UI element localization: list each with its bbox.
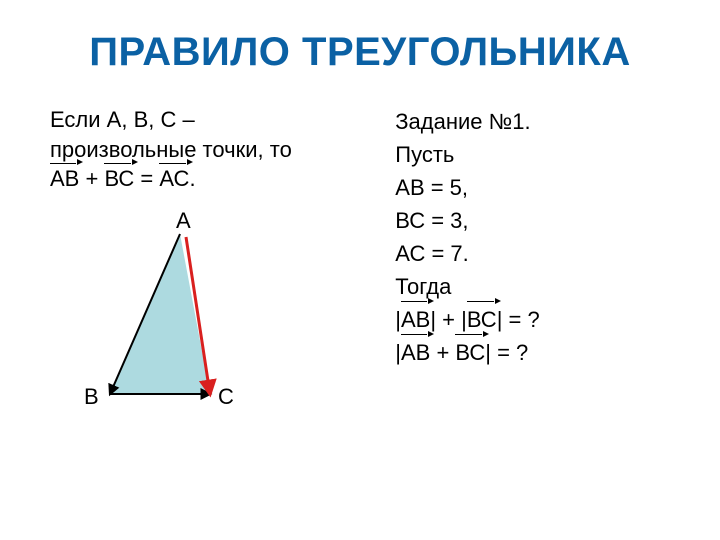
task-line-1: Задание №1.: [395, 105, 670, 138]
left-column: Если А, В, С – произвольные точки, то АВ…: [50, 105, 355, 444]
triangle-fill: [110, 234, 210, 394]
task-line-2: Пусть: [395, 138, 670, 171]
vertex-label-a: А: [176, 206, 191, 236]
abs-end-2: | = ?: [485, 340, 528, 365]
statement-text: Если А, В, С – произвольные точки, то АВ…: [50, 105, 355, 194]
statement-line2: произвольные точки, то: [50, 137, 292, 162]
task-line-6: Тогда: [395, 270, 670, 303]
plus-2: +: [430, 340, 455, 365]
slide-root: ПРАВИЛО ТРЕУГОЛЬНИКА Если А, В, С – прои…: [0, 0, 720, 540]
vertex-label-b: В: [84, 382, 99, 412]
task-line-7: |АВ| + |ВС| = ?: [395, 303, 670, 336]
abs-mid: | + |: [430, 307, 467, 332]
abs-end: | = ?: [497, 307, 540, 332]
vector-ab-3: АВ: [401, 336, 430, 369]
vertex-label-c: С: [218, 382, 234, 412]
task-line-4: ВС = 3,: [395, 204, 670, 237]
equals-sign: =: [134, 166, 159, 191]
vector-ac: АС: [159, 164, 189, 194]
vector-bc-3: ВС: [455, 336, 485, 369]
slide-title: ПРАВИЛО ТРЕУГОЛЬНИКА: [50, 30, 670, 75]
task-line-3: АВ = 5,: [395, 171, 670, 204]
plus-sign: +: [79, 166, 104, 191]
statement-line1: Если А, В, С –: [50, 107, 195, 132]
task-line-5: АС = 7.: [395, 237, 670, 270]
task-line-8: |АВ + ВС| = ?: [395, 336, 670, 369]
right-column: Задание №1. Пусть АВ = 5, ВС = 3, АС = 7…: [395, 105, 670, 444]
two-column-layout: Если А, В, С – произвольные точки, то АВ…: [50, 105, 670, 444]
dot: .: [189, 166, 195, 191]
vector-ab: АВ: [50, 164, 79, 194]
vector-bc: ВС: [104, 164, 134, 194]
triangle-diagram: А В С: [50, 204, 330, 444]
